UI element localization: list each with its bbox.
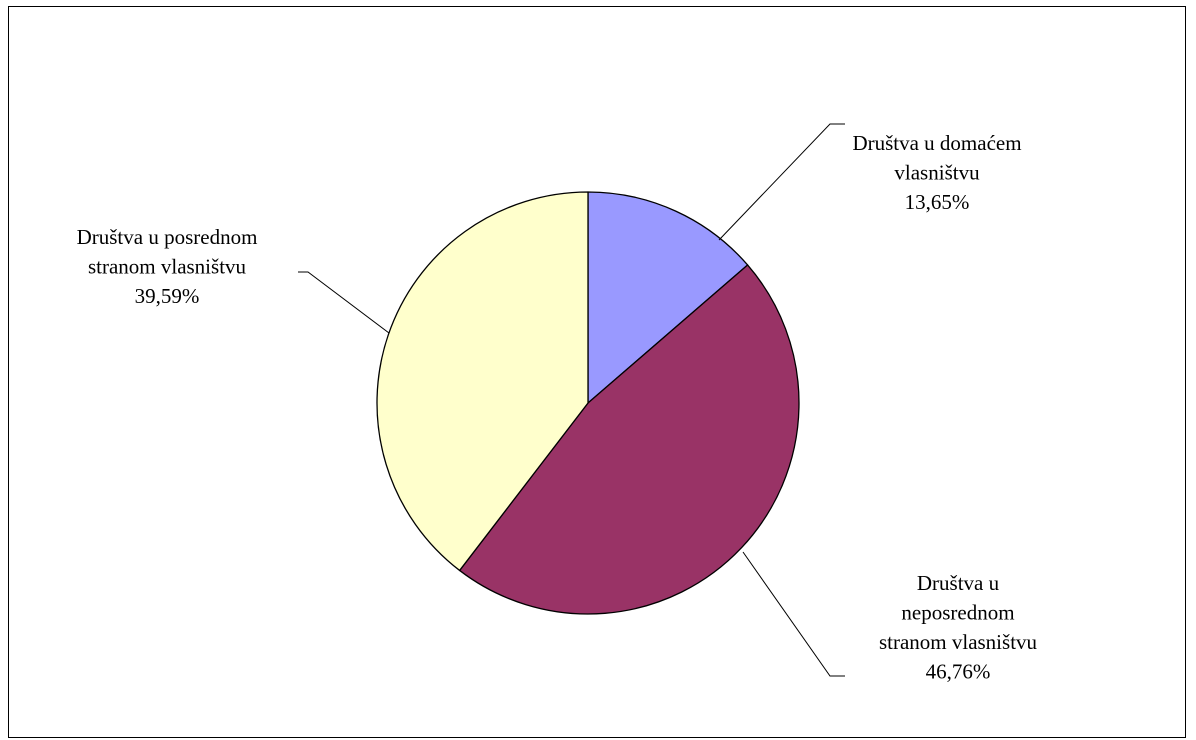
leader-line-2	[742, 551, 845, 677]
slice-1-label-line: vlasništvu	[894, 161, 980, 185]
pie-slice-3	[376, 191, 589, 572]
slice-3-value-label: 39,59%	[135, 284, 200, 308]
slice-3-label-line: Društva u posrednom	[77, 225, 258, 249]
leader-line-1	[718, 123, 845, 241]
pie-slices	[376, 191, 800, 615]
slice-labels: Društva u domaćem vlasništvu 13,65% Društva…	[77, 131, 1038, 684]
slice-2-label-line: stranom vlasništvu	[879, 630, 1038, 654]
pie-slice-1	[587, 191, 749, 404]
leader-lines	[298, 123, 845, 677]
pie-slice-2	[458, 264, 800, 615]
slice-1-value-label: 13,65%	[905, 190, 970, 214]
slice-2-value-label: 46,76%	[926, 660, 991, 684]
slice-1-label-line: Društva u domaćem	[852, 131, 1021, 155]
leader-line-3	[298, 271, 390, 334]
slice-2-label-line: Društva u	[917, 571, 1000, 595]
slice-2-label-line: neposrednom	[901, 601, 1014, 625]
slice-3-label-line: stranom vlasništvu	[88, 255, 247, 279]
